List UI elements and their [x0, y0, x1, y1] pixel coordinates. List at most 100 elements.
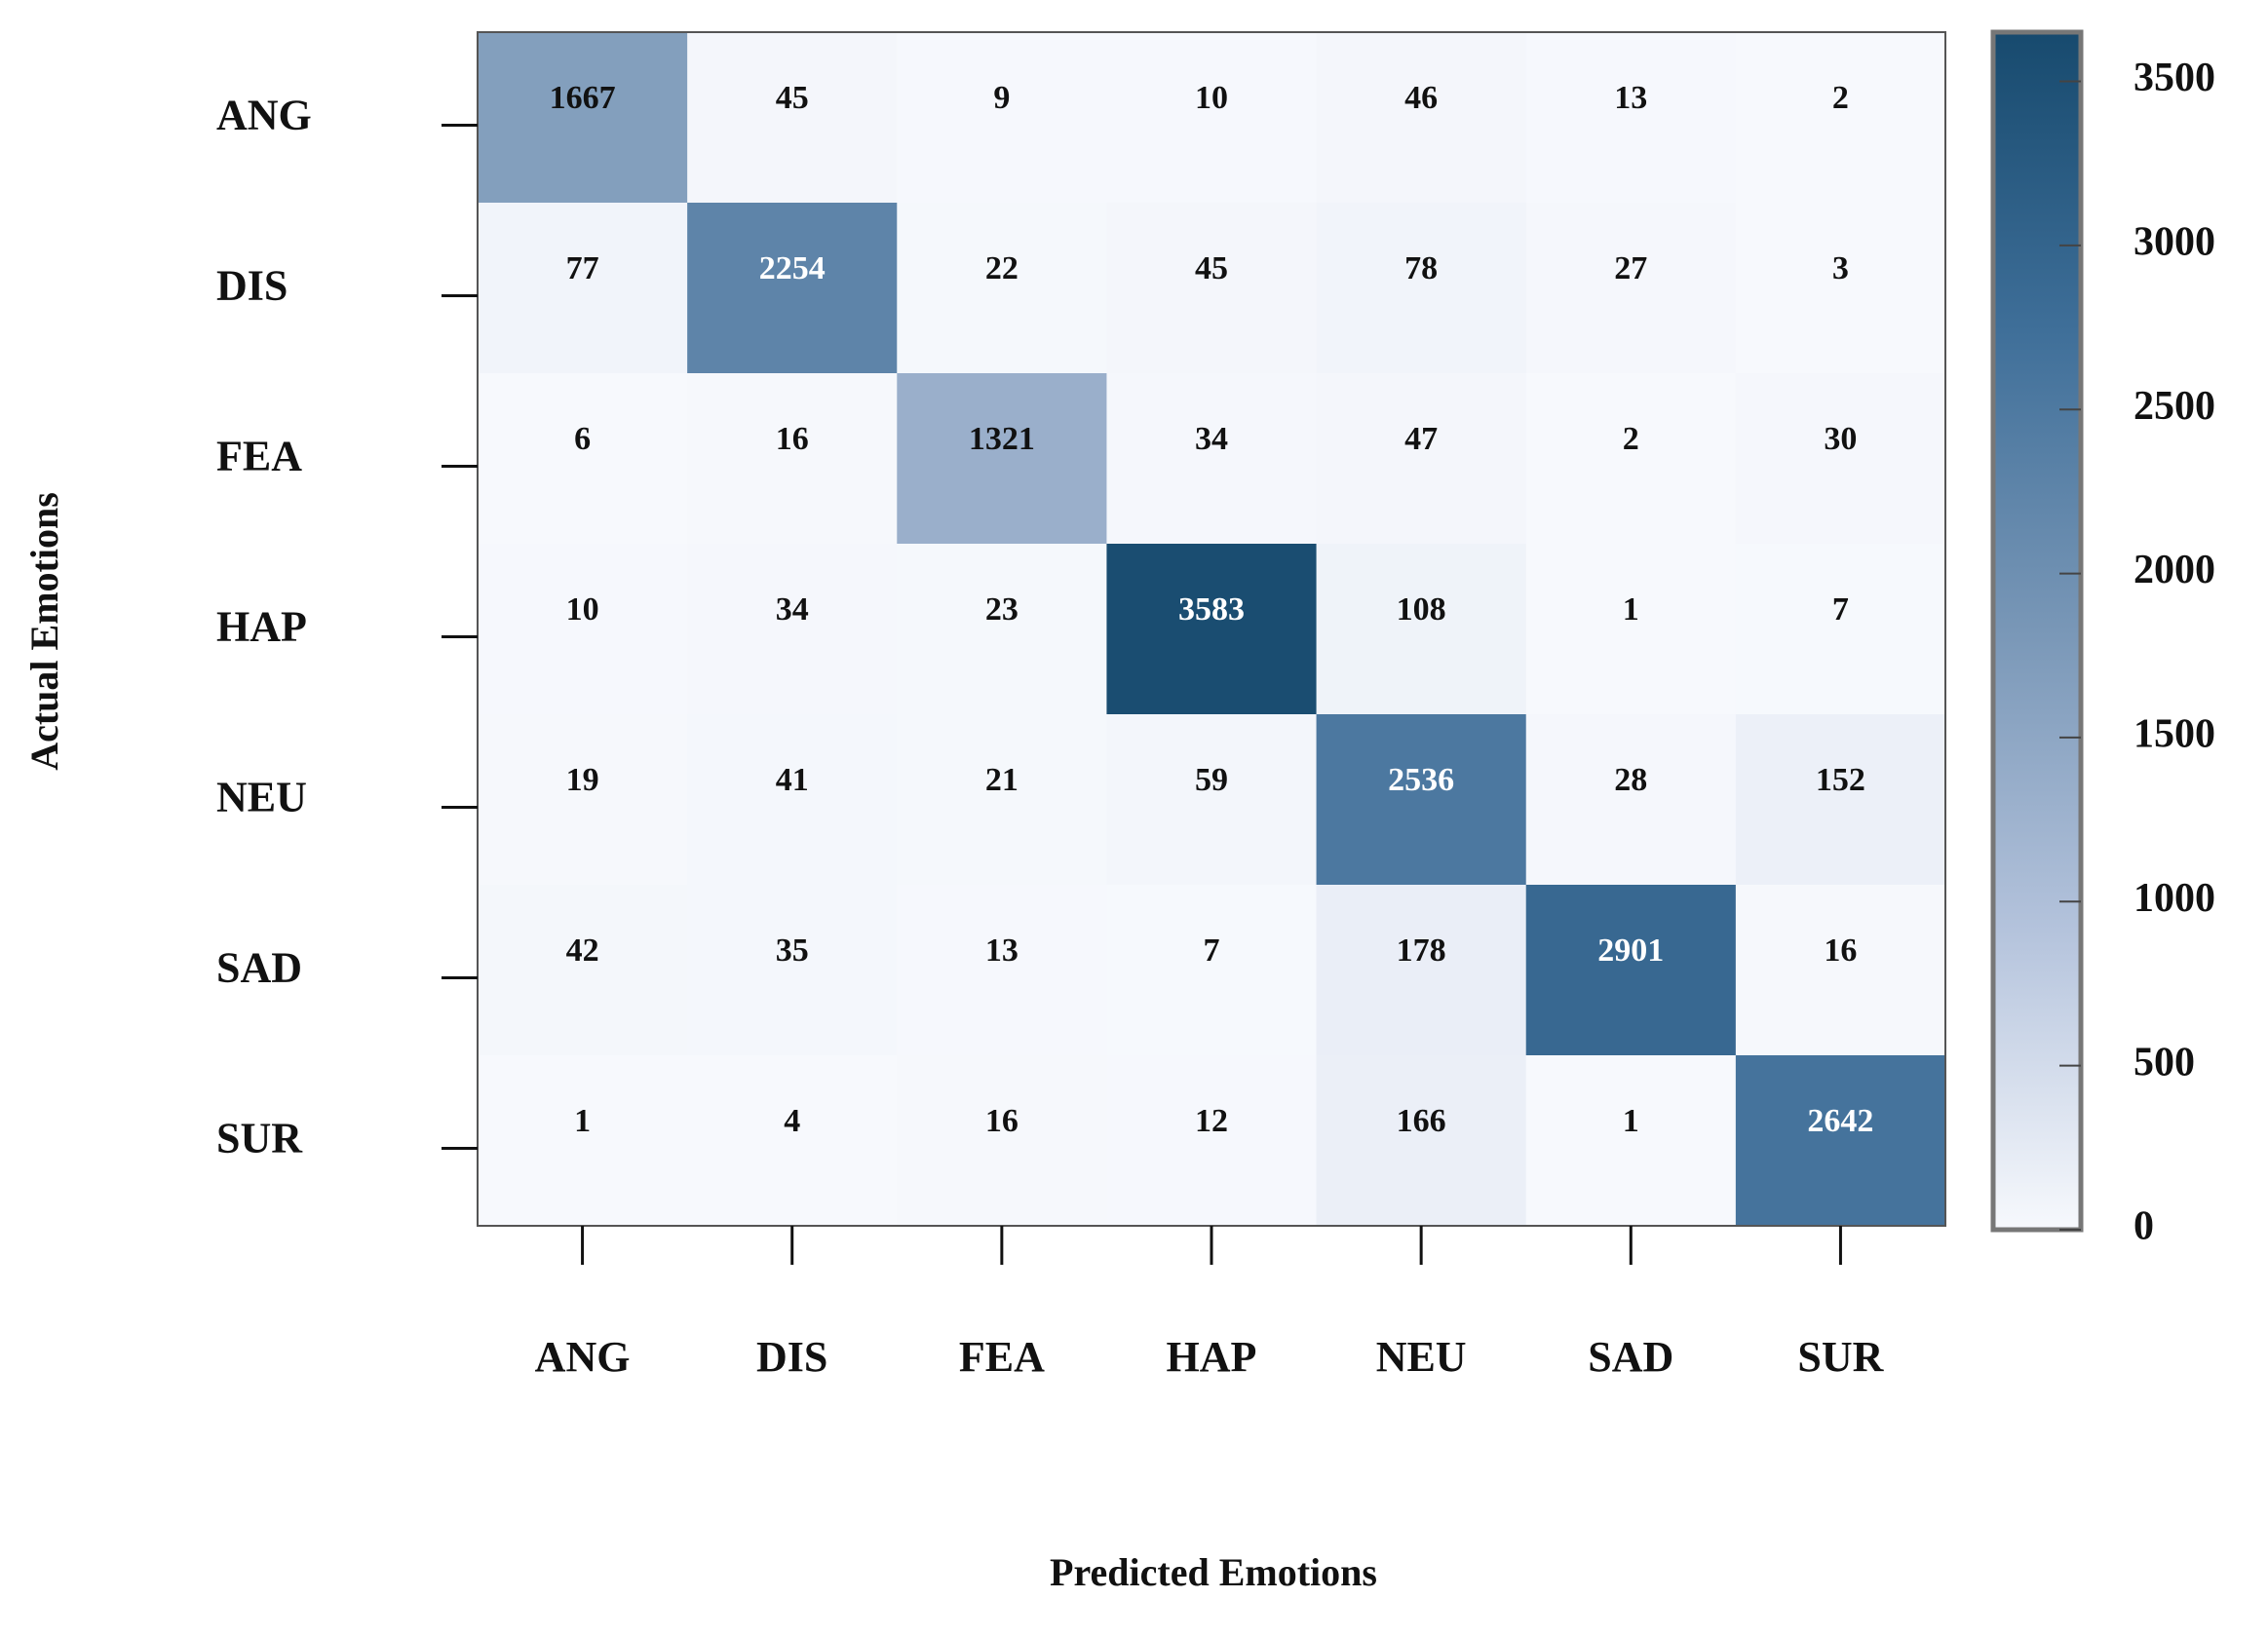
x-tick-label: ANG: [535, 1333, 631, 1381]
cell-value: 1: [1623, 591, 1639, 628]
cell-value: 13: [1614, 80, 1647, 116]
heatmap-cell: [897, 1055, 1107, 1227]
cell-value: 7: [1204, 933, 1220, 969]
heatmap-cell: [1735, 1055, 1946, 1227]
heatmap-cell: [1316, 885, 1527, 1056]
heatmap-cell: [1106, 544, 1318, 715]
heatmap-cell: [1525, 714, 1737, 886]
y-tick-label: DIS: [216, 262, 288, 310]
heatmap-cell: [1316, 1055, 1527, 1227]
heatmap-cell: [1106, 373, 1318, 545]
cell-value: 6: [574, 421, 591, 457]
cell-value: 28: [1614, 762, 1647, 798]
heatmap-cell: [1525, 203, 1737, 374]
cell-value: 178: [1397, 933, 1446, 969]
x-axis-title: Predicted Emotions: [1050, 1550, 1377, 1594]
y-axis-title: Actual Emotions: [22, 492, 66, 771]
colorbar-tick-label: 2500: [2133, 384, 2215, 429]
heatmap-cell: [1525, 32, 1737, 204]
cell-value: 34: [776, 591, 809, 628]
cell-value: 7: [1832, 591, 1849, 628]
heatmap-cell: [478, 714, 688, 886]
heatmap-cell: [687, 1055, 898, 1227]
heatmap-cell: [1525, 1055, 1737, 1227]
y-tick-label: SUR: [216, 1115, 303, 1162]
cell-value: 47: [1404, 421, 1438, 457]
y-tick-label: SAD: [216, 944, 302, 992]
colorbar-tick-label: 2000: [2133, 548, 2215, 592]
heatmap-cell: [1525, 544, 1737, 715]
y-tick-label: ANG: [216, 92, 312, 139]
cell-value: 13: [985, 933, 1019, 969]
heatmap-cell: [897, 203, 1107, 374]
cell-value: 2536: [1388, 762, 1454, 798]
cell-value: 16: [985, 1103, 1019, 1139]
cell-value: 77: [566, 250, 599, 286]
heatmap-cell: [1316, 714, 1527, 886]
cell-value: 10: [566, 591, 599, 628]
y-tick-label: FEA: [216, 433, 302, 480]
x-tick-label: FEA: [959, 1333, 1045, 1381]
heatmap-cell: [1316, 373, 1527, 545]
heatmap-cell: [1316, 32, 1527, 204]
cell-value: 1: [1623, 1103, 1639, 1139]
cell-value: 23: [985, 591, 1019, 628]
heatmap-cell: [897, 714, 1107, 886]
x-tick-label: DIS: [756, 1333, 827, 1381]
cell-value: 1667: [550, 80, 616, 116]
cell-value: 19: [566, 762, 599, 798]
heatmap-cell: [897, 32, 1107, 204]
heatmap-cell: [1316, 203, 1527, 374]
cell-value: 4: [784, 1103, 800, 1139]
y-tick-label: HAP: [216, 603, 307, 651]
cell-value: 42: [566, 933, 599, 969]
cell-value: 2: [1623, 421, 1639, 457]
colorbar-tick-label: 0: [2133, 1204, 2154, 1249]
heatmap-cell: [1106, 1055, 1318, 1227]
cell-value: 152: [1816, 762, 1865, 798]
cell-value: 16: [1824, 933, 1857, 969]
cell-value: 27: [1614, 250, 1647, 286]
cell-value: 10: [1195, 80, 1228, 116]
heatmap-cell: [687, 714, 898, 886]
cell-value: 1321: [969, 421, 1035, 457]
colorbar: [1990, 29, 2084, 1233]
cell-value: 2254: [759, 250, 826, 286]
cell-value: 12: [1195, 1103, 1228, 1139]
heatmap-cell: [478, 32, 688, 204]
cell-value: 46: [1404, 80, 1438, 116]
heatmap-cell: [687, 373, 898, 545]
cell-value: 45: [1195, 250, 1228, 286]
heatmap-cell: [897, 544, 1107, 715]
heatmap-cell: [1106, 203, 1318, 374]
cell-value: 3: [1832, 250, 1849, 286]
heatmap-cell: [1735, 544, 1946, 715]
cell-value: 3583: [1178, 591, 1245, 628]
cell-value: 45: [776, 80, 809, 116]
x-tick-label: NEU: [1376, 1333, 1467, 1381]
heatmap-cell: [897, 885, 1107, 1056]
x-tick-label: HAP: [1167, 1333, 1257, 1381]
cell-value: 34: [1195, 421, 1228, 457]
heatmap-cell: [1735, 32, 1946, 204]
heatmap-cell: [1316, 544, 1527, 715]
colorbar-tick-label: 3000: [2133, 220, 2215, 265]
cell-value: 2901: [1597, 933, 1664, 969]
cell-value: 1: [574, 1103, 591, 1139]
heatmap-cell: [1525, 373, 1737, 545]
heatmap-cell: [1106, 32, 1318, 204]
cell-value: 30: [1824, 421, 1857, 457]
heatmap-cell: [1106, 885, 1318, 1056]
cell-value: 166: [1397, 1103, 1446, 1139]
cell-value: 41: [776, 762, 809, 798]
cell-value: 21: [985, 762, 1019, 798]
cell-value: 2642: [1807, 1103, 1873, 1139]
heatmap-cell: [687, 544, 898, 715]
heatmap-cell: [1735, 885, 1946, 1056]
cell-value: 108: [1397, 591, 1446, 628]
colorbar-tick-label: 3500: [2133, 56, 2215, 100]
heatmap-cell: [478, 373, 688, 545]
heatmap-cell: [1735, 373, 1946, 545]
cell-value: 2: [1832, 80, 1849, 116]
heatmap-cell: [1735, 714, 1946, 886]
